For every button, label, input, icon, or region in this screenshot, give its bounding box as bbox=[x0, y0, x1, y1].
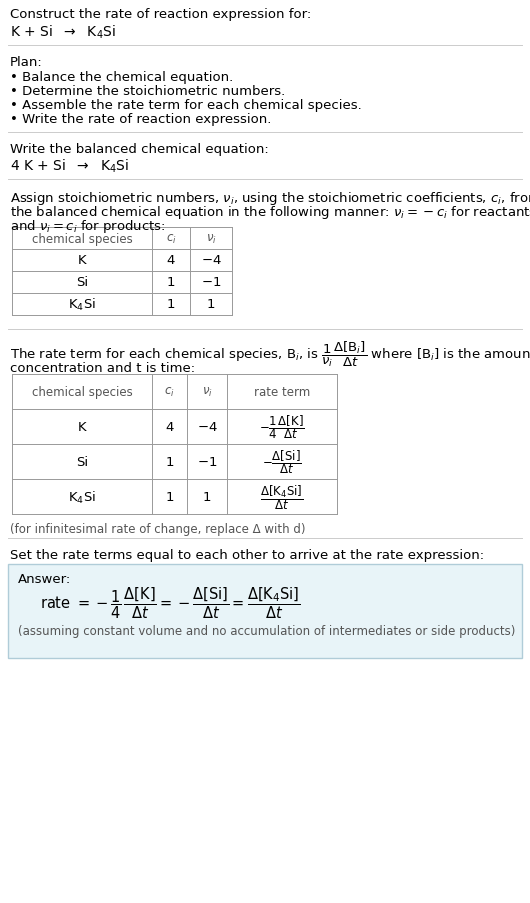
Text: K$_4$Si: K$_4$Si bbox=[68, 489, 96, 505]
Text: Plan:: Plan: bbox=[10, 56, 43, 69]
Text: The rate term for each chemical species, B$_i$, is $\dfrac{1}{\nu_i}\dfrac{\Delt: The rate term for each chemical species,… bbox=[10, 340, 530, 369]
Text: $\nu_i$: $\nu_i$ bbox=[201, 386, 213, 398]
Text: • Assemble the rate term for each chemical species.: • Assemble the rate term for each chemic… bbox=[10, 99, 362, 112]
Text: (for infinitesimal rate of change, replace Δ with d): (for infinitesimal rate of change, repla… bbox=[10, 523, 305, 535]
Text: Assign stoichiometric numbers, $\nu_i$, using the stoichiometric coefficients, $: Assign stoichiometric numbers, $\nu_i$, … bbox=[10, 190, 530, 207]
Text: $-4$: $-4$ bbox=[201, 255, 222, 267]
Text: 4: 4 bbox=[165, 421, 174, 433]
Text: 1: 1 bbox=[203, 490, 211, 504]
Text: $-4$: $-4$ bbox=[197, 421, 217, 433]
Text: 4: 4 bbox=[167, 255, 175, 267]
Text: 1: 1 bbox=[207, 298, 215, 312]
Text: $-\dfrac{\Delta[\mathrm{Si}]}{\Delta t}$: $-\dfrac{\Delta[\mathrm{Si}]}{\Delta t}$ bbox=[262, 448, 302, 476]
Text: $\nu_i$: $\nu_i$ bbox=[206, 232, 216, 246]
Text: $\dfrac{\Delta[\mathrm{K_4Si}]}{\Delta t}$: $\dfrac{\Delta[\mathrm{K_4Si}]}{\Delta t… bbox=[260, 482, 304, 511]
Text: K$_4$Si: K$_4$Si bbox=[68, 296, 96, 312]
Text: $-\dfrac{1}{4}\dfrac{\Delta[\mathrm{K}]}{\Delta t}$: $-\dfrac{1}{4}\dfrac{\Delta[\mathrm{K}]}… bbox=[259, 414, 305, 441]
FancyBboxPatch shape bbox=[8, 564, 522, 658]
Text: the balanced chemical equation in the following manner: $\nu_i = -c_i$ for react: the balanced chemical equation in the fo… bbox=[10, 204, 530, 220]
Text: Write the balanced chemical equation:: Write the balanced chemical equation: bbox=[10, 143, 269, 156]
Text: 1: 1 bbox=[167, 298, 175, 312]
Text: (assuming constant volume and no accumulation of intermediates or side products): (assuming constant volume and no accumul… bbox=[18, 624, 515, 638]
Text: 1: 1 bbox=[165, 490, 174, 504]
Text: • Determine the stoichiometric numbers.: • Determine the stoichiometric numbers. bbox=[10, 85, 285, 98]
Text: $c_i$: $c_i$ bbox=[166, 232, 176, 246]
Text: 1: 1 bbox=[165, 455, 174, 469]
Text: rate $= -\dfrac{1}{4}\,\dfrac{\Delta[\mathrm{K}]}{\Delta t} = -\dfrac{\Delta[\ma: rate $= -\dfrac{1}{4}\,\dfrac{\Delta[\ma… bbox=[40, 584, 301, 620]
Text: K: K bbox=[78, 421, 86, 433]
Text: • Balance the chemical equation.: • Balance the chemical equation. bbox=[10, 71, 233, 84]
Text: $-1$: $-1$ bbox=[201, 276, 221, 289]
Text: and $\nu_i = c_i$ for products:: and $\nu_i = c_i$ for products: bbox=[10, 218, 165, 235]
Text: Set the rate terms equal to each other to arrive at the rate expression:: Set the rate terms equal to each other t… bbox=[10, 548, 484, 562]
Text: rate term: rate term bbox=[254, 386, 310, 398]
Text: concentration and t is time:: concentration and t is time: bbox=[10, 361, 195, 375]
Text: K: K bbox=[78, 255, 86, 267]
Text: • Write the rate of reaction expression.: • Write the rate of reaction expression. bbox=[10, 113, 271, 126]
Text: 1: 1 bbox=[167, 276, 175, 289]
Text: 4 K + Si  $\rightarrow$  K$_4$Si: 4 K + Si $\rightarrow$ K$_4$Si bbox=[10, 158, 129, 175]
Text: Construct the rate of reaction expression for:: Construct the rate of reaction expressio… bbox=[10, 8, 311, 21]
Text: Si: Si bbox=[76, 455, 88, 469]
Text: chemical species: chemical species bbox=[32, 232, 132, 246]
Text: Answer:: Answer: bbox=[18, 573, 71, 585]
Text: Si: Si bbox=[76, 276, 88, 289]
Text: K + Si  $\rightarrow$  K$_4$Si: K + Si $\rightarrow$ K$_4$Si bbox=[10, 24, 116, 42]
Text: chemical species: chemical species bbox=[32, 386, 132, 398]
Text: $c_i$: $c_i$ bbox=[164, 386, 175, 398]
Text: $-1$: $-1$ bbox=[197, 455, 217, 469]
